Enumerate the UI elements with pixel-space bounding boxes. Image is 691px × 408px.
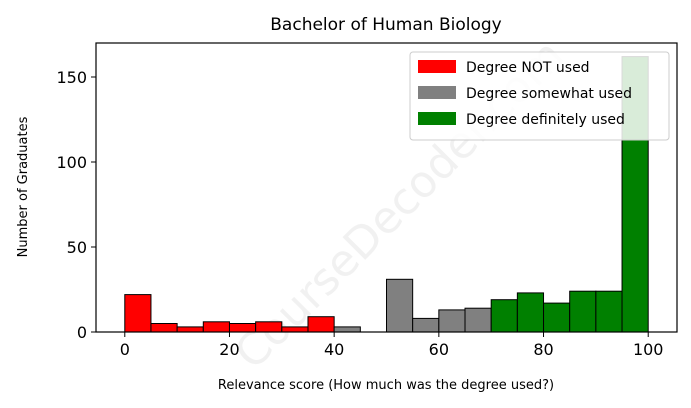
y-ticks: 0 50 100 150 <box>56 68 96 342</box>
legend-label-2: Degree definitely used <box>466 112 625 128</box>
bars-group <box>124 56 649 333</box>
y-tick-label-2: 100 <box>56 153 87 172</box>
x-axis-label: Relevance score (How much was the degree… <box>218 378 554 393</box>
x-tick-label-5: 100 <box>633 340 664 359</box>
bar-2-0 <box>490 299 518 333</box>
bar-1-2 <box>412 317 440 333</box>
x-tick-label-4: 80 <box>533 340 553 359</box>
plot-frame <box>95 42 678 333</box>
bar-1-4 <box>464 307 492 333</box>
legend-swatch-0 <box>418 60 456 73</box>
bar-2-2 <box>543 302 571 333</box>
legend-label-1: Degree somewhat used <box>466 86 632 102</box>
bar-0-6 <box>281 326 309 333</box>
bar-1-1 <box>386 278 414 333</box>
legend-swatch-1 <box>418 86 456 99</box>
legend-label-0: Degree NOT used <box>466 60 590 76</box>
x-tick-label-1: 20 <box>219 340 239 359</box>
bar-0-1 <box>150 323 178 333</box>
chart-title: Bachelor of Human Biology <box>270 15 501 35</box>
bar-0-4 <box>228 323 257 333</box>
y-tick-label-0: 0 <box>77 323 87 342</box>
x-ticks: 0 20 40 60 80 100 <box>120 332 664 359</box>
bar-0-0 <box>124 294 152 333</box>
bar-0-2 <box>176 326 204 333</box>
legend-swatch-2 <box>418 112 456 125</box>
y-axis-label: Number of Graduates <box>16 116 31 257</box>
bar-2-3 <box>569 290 597 333</box>
bar-1-3 <box>438 309 466 333</box>
bar-2-1 <box>516 292 545 333</box>
bar-2-4 <box>595 290 623 333</box>
legend: Degree NOT used Degree somewhat used Degre… <box>409 51 670 141</box>
x-tick-label-3: 60 <box>429 340 449 359</box>
bar-0-3 <box>202 321 230 333</box>
legend-box <box>409 51 670 141</box>
x-tick-label-2: 40 <box>324 340 344 359</box>
x-tick-label-0: 0 <box>120 340 130 359</box>
y-tick-label-1: 50 <box>67 238 87 257</box>
bar-0-7 <box>307 316 335 333</box>
bar-1-0 <box>333 326 361 333</box>
y-tick-label-3: 150 <box>56 68 87 87</box>
bar-0-5 <box>255 321 283 333</box>
